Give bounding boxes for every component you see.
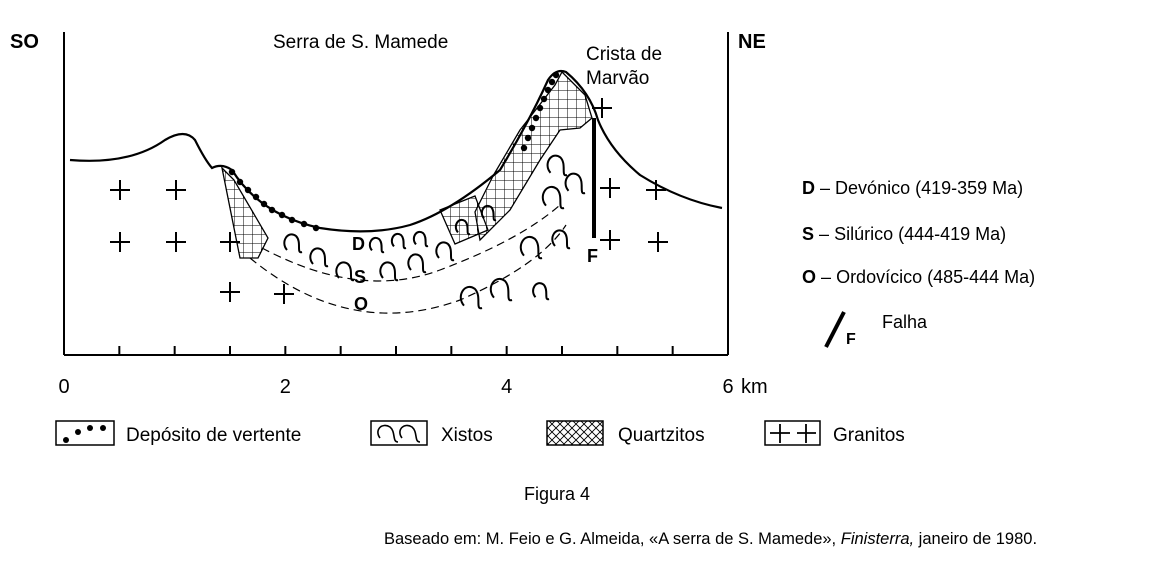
granite-cross bbox=[600, 230, 620, 250]
schist-wave bbox=[541, 186, 565, 210]
axis-tick-label: 4 bbox=[501, 376, 512, 398]
unit-label-devonian: D bbox=[352, 234, 365, 254]
schist-wave bbox=[454, 219, 471, 236]
strata-legend: D – Devónico (419-359 Ma) S – Silúrico (… bbox=[802, 178, 1035, 287]
schist-wave bbox=[546, 154, 568, 177]
slope-deposit-dot bbox=[528, 124, 536, 132]
legend-slope-deposit-label: Depósito de vertente bbox=[126, 425, 301, 446]
slope-deposit-dot bbox=[236, 178, 244, 186]
fault-legend-icon bbox=[824, 311, 846, 348]
x-axis-ticks bbox=[63, 346, 729, 355]
schist-wave bbox=[564, 172, 586, 195]
figure-caption: Figura 4 bbox=[524, 484, 590, 504]
granite-cross bbox=[592, 98, 612, 118]
fault-legend-symbol: F bbox=[846, 331, 856, 348]
axis-unit-label: km bbox=[741, 376, 768, 398]
slope-deposit-dot bbox=[312, 224, 320, 232]
legend-dots-swatch bbox=[55, 420, 115, 446]
crest-label-line1: Crista de bbox=[586, 44, 662, 65]
fault-legend-label: Falha bbox=[882, 312, 928, 332]
unit-label-silurian: S bbox=[354, 267, 366, 287]
granite-cross bbox=[274, 284, 294, 304]
mountain-label: Serra de S. Mamede bbox=[273, 32, 448, 53]
legend-ordovician: O – Ordovícico (485-444 Ma) bbox=[802, 267, 1035, 287]
schist-wave bbox=[368, 237, 385, 254]
legend-silurian: S – Silúrico (444-419 Ma) bbox=[802, 224, 1006, 244]
granite-cross bbox=[110, 232, 130, 252]
granite-cross bbox=[646, 180, 666, 200]
schist-wave bbox=[489, 278, 513, 302]
legend-waves-swatch bbox=[370, 420, 428, 446]
granite-cross bbox=[600, 178, 620, 198]
legend-quartzite-label: Quartzitos bbox=[618, 425, 705, 446]
slope-deposit-dot bbox=[524, 134, 532, 142]
granite-cross bbox=[166, 232, 186, 252]
crest-label-line2: Marvão bbox=[586, 68, 649, 89]
slope-deposit-dot bbox=[548, 78, 556, 86]
fault-label: F bbox=[587, 246, 598, 266]
slope-deposit-dot bbox=[532, 114, 540, 122]
northeast-label: NE bbox=[738, 31, 766, 53]
slope-deposit-dot bbox=[520, 144, 528, 152]
slope-deposit-dot bbox=[544, 86, 552, 94]
legend-devonian: D – Devónico (419-359 Ma) bbox=[802, 178, 1023, 198]
slope-deposit-dot bbox=[552, 71, 560, 79]
schist-wave bbox=[309, 247, 329, 268]
schist-wave bbox=[335, 261, 355, 282]
schist-wave bbox=[379, 261, 399, 282]
schist-wave bbox=[532, 282, 550, 301]
axis-tick-label: 0 bbox=[58, 376, 69, 398]
slope-deposit-symbols bbox=[228, 71, 560, 232]
schist-wave bbox=[480, 205, 497, 222]
legend-granite-label: Granitos bbox=[833, 425, 905, 446]
schist-wave bbox=[283, 233, 303, 254]
schist-wave bbox=[519, 236, 543, 260]
slope-deposit-dot bbox=[536, 104, 544, 112]
schist-wave bbox=[390, 233, 407, 250]
granite-cross bbox=[110, 180, 130, 200]
schist-wave bbox=[435, 241, 455, 262]
granite-cross bbox=[648, 232, 668, 252]
axis-tick-label: 2 bbox=[280, 376, 291, 398]
slope-deposit-dot bbox=[260, 200, 268, 208]
slope-deposit-dot bbox=[244, 186, 252, 194]
schist-symbols bbox=[283, 154, 586, 310]
quartzite-bands bbox=[220, 70, 593, 259]
schist-wave bbox=[459, 286, 483, 310]
topographic-profile bbox=[69, 69, 723, 233]
x-axis-labels: 0 2 4 6 bbox=[58, 376, 733, 398]
pattern-legend: Depósito de vertente Xistos Quartzitos G… bbox=[55, 420, 905, 446]
fault-legend: F Falha bbox=[824, 311, 928, 348]
slope-deposit-dot bbox=[252, 193, 260, 201]
legend-crosshatch-swatch bbox=[546, 420, 604, 446]
source-citation: Baseado em: M. Feio e G. Almeida, «A ser… bbox=[384, 530, 1037, 548]
slope-deposit-dot bbox=[288, 216, 296, 224]
schist-wave bbox=[551, 229, 571, 250]
slope-deposit-dot bbox=[540, 95, 548, 103]
strata-boundaries bbox=[249, 204, 567, 314]
slope-deposit-dot bbox=[278, 211, 286, 219]
schist-wave bbox=[407, 253, 427, 274]
legend-crosses-swatch bbox=[764, 420, 821, 446]
granite-cross bbox=[166, 180, 186, 200]
granite-symbols bbox=[110, 98, 668, 304]
axis-tick-label: 6 bbox=[722, 376, 733, 398]
schist-wave bbox=[412, 231, 429, 248]
granite-cross bbox=[220, 282, 240, 302]
slope-deposit-dot bbox=[300, 220, 308, 228]
slope-deposit-dot bbox=[268, 206, 276, 214]
southwest-label: SO bbox=[10, 31, 39, 53]
unit-label-ordovician: O bbox=[354, 294, 368, 314]
legend-schist-label: Xistos bbox=[441, 425, 493, 446]
slope-deposit-dot bbox=[228, 168, 236, 176]
